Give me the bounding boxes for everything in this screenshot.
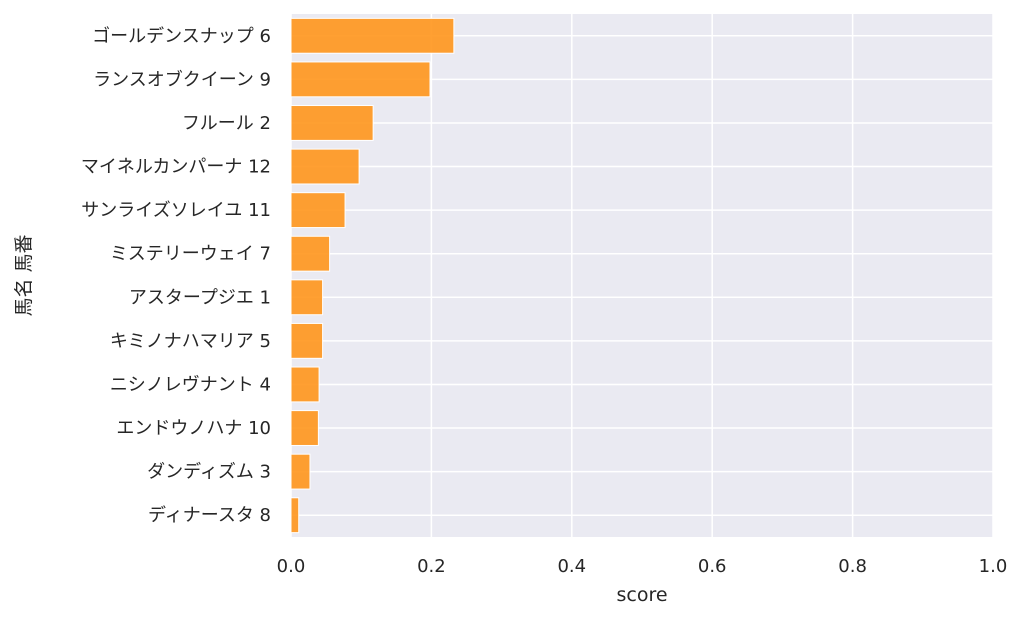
y-tick-label: マイネルカンパーナ 12 xyxy=(81,157,271,178)
y-tick-label: ミステリーウェイ 7 xyxy=(110,244,271,265)
x-tick-label: 1.0 xyxy=(979,556,1008,577)
bar xyxy=(290,192,346,229)
bar xyxy=(290,497,300,534)
y-tick-label: ランスオブクイーン 9 xyxy=(93,68,271,90)
y-tick-label: ディナースタ 8 xyxy=(148,505,271,526)
bar xyxy=(290,61,431,98)
bar xyxy=(290,322,324,359)
x-tick-label: 0.2 xyxy=(417,556,446,577)
bar xyxy=(290,279,324,316)
y-tick-label: ダンディズム 3 xyxy=(147,462,271,483)
y-tick-label: ニシノレヴナント 4 xyxy=(110,374,271,395)
x-axis-title: score xyxy=(616,584,667,606)
x-tick-label: 0.8 xyxy=(838,556,867,577)
y-tick-label: アスタープジエ 1 xyxy=(129,287,271,308)
y-tick-labels: ゴールデンスナップ 6 ランスオブクイーン 9 フルール 2 マイネルカンパーナ 12… xyxy=(81,26,271,526)
bar xyxy=(290,235,331,272)
x-tick-label: 0.6 xyxy=(698,556,727,577)
y-tick-label: フルール 2 xyxy=(182,113,271,134)
y-tick-label: キミノナハマリア 5 xyxy=(110,331,271,352)
bar xyxy=(290,148,360,185)
y-tick-label: サンライズソレイユ 11 xyxy=(81,200,271,221)
bar xyxy=(290,410,319,446)
x-tick-labels: 0.0 0.2 0.4 0.6 0.8 1.0 xyxy=(277,556,1008,577)
y-tick-label: エンドウノハナ 10 xyxy=(116,418,271,439)
bars xyxy=(290,17,455,534)
x-tick-label: 0.0 xyxy=(277,556,306,577)
y-axis-title: 馬名 馬番 xyxy=(13,234,35,316)
bar xyxy=(290,105,374,141)
bar xyxy=(290,17,455,54)
bar xyxy=(290,366,320,403)
bar xyxy=(290,453,311,490)
x-tick-label: 0.4 xyxy=(557,556,586,577)
plot-area xyxy=(291,14,993,537)
y-tick-label: ゴールデンスナップ 6 xyxy=(92,26,271,47)
